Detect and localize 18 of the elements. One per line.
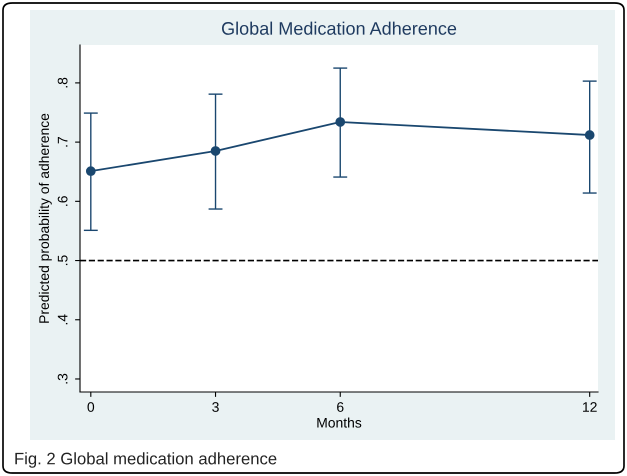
y-tick-label: .4 [58,314,68,324]
x-tick-label: 3 [212,402,219,412]
x-tick-label: 12 [583,402,597,412]
point [584,130,595,140]
point [210,146,220,156]
y-tick-label: .5 [58,255,68,266]
y-axis-title: Predicted probability of adherence [38,114,52,323]
y-tick-label: .6 [58,196,68,206]
y-tick-label: .3 [58,374,68,384]
caption: Fig. 2 Global medication adherence [15,452,276,468]
point [86,166,96,176]
chart-title: Global Medication Adherence [222,22,456,35]
x-tick-label: 6 [337,402,344,412]
x-axis-title: Months [317,417,362,428]
x-tick-label: 0 [87,402,94,412]
y-tick-label: .7 [58,137,68,147]
y-tick-label: .8 [58,78,68,88]
point [335,117,346,127]
